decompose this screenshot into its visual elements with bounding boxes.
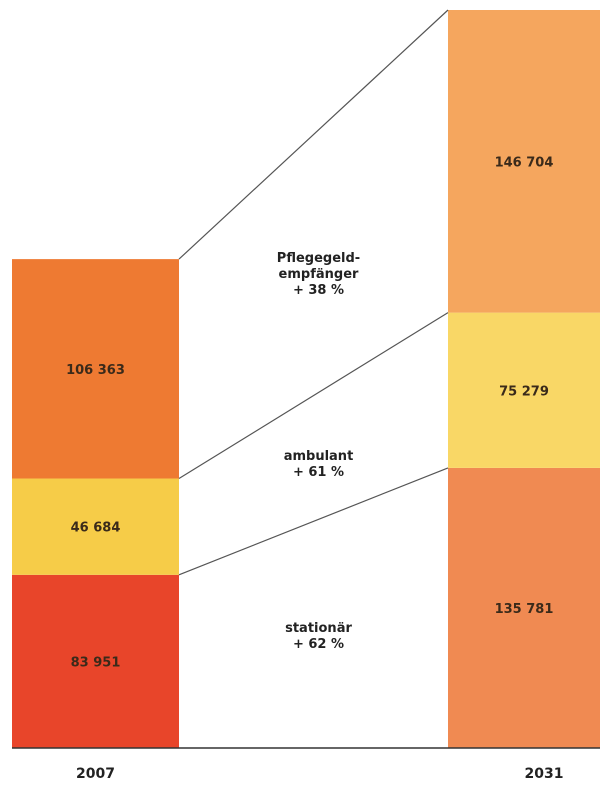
value-label-pflegegeld-2031: 146 704 <box>495 155 554 170</box>
bar-segment-pflegegeld-2031 <box>448 10 600 313</box>
annotation-pflegegeld-line-2: + 38 % <box>293 283 344 298</box>
category-label-2031: 2031 <box>525 766 564 782</box>
annotation-pflegegeld-line-1: empfänger <box>279 267 359 282</box>
bar-segment-ambulant-2031 <box>448 312 600 468</box>
value-label-pflegegeld-2007: 106 363 <box>66 363 125 378</box>
connector-line-pflegegeld <box>178 9 449 260</box>
value-label-stationaer-2007: 83 951 <box>71 655 121 670</box>
annotation-stationaer-line-0: stationär <box>285 621 352 636</box>
category-label-2007: 2007 <box>76 766 115 782</box>
connector-line-ambulant <box>178 312 449 480</box>
bar-segment-stationaer-2007 <box>12 574 179 748</box>
annotation-stationaer-line-1: + 62 % <box>293 637 344 652</box>
value-label-ambulant-2031: 75 279 <box>499 384 549 399</box>
value-label-ambulant-2007: 46 684 <box>71 521 121 536</box>
annotation-ambulant-line-0: ambulant <box>284 449 354 464</box>
bar-segment-pflegegeld-2007 <box>12 259 179 479</box>
value-label-stationaer-2031: 135 781 <box>495 602 554 617</box>
annotation-pflegegeld-line-0: Pflegegeld- <box>277 251 360 266</box>
bar-segment-ambulant-2007 <box>12 478 179 575</box>
connector-line-stationaer <box>178 467 449 576</box>
annotation-ambulant-line-1: + 61 % <box>293 465 344 480</box>
bar-segment-stationaer-2031 <box>448 467 600 748</box>
